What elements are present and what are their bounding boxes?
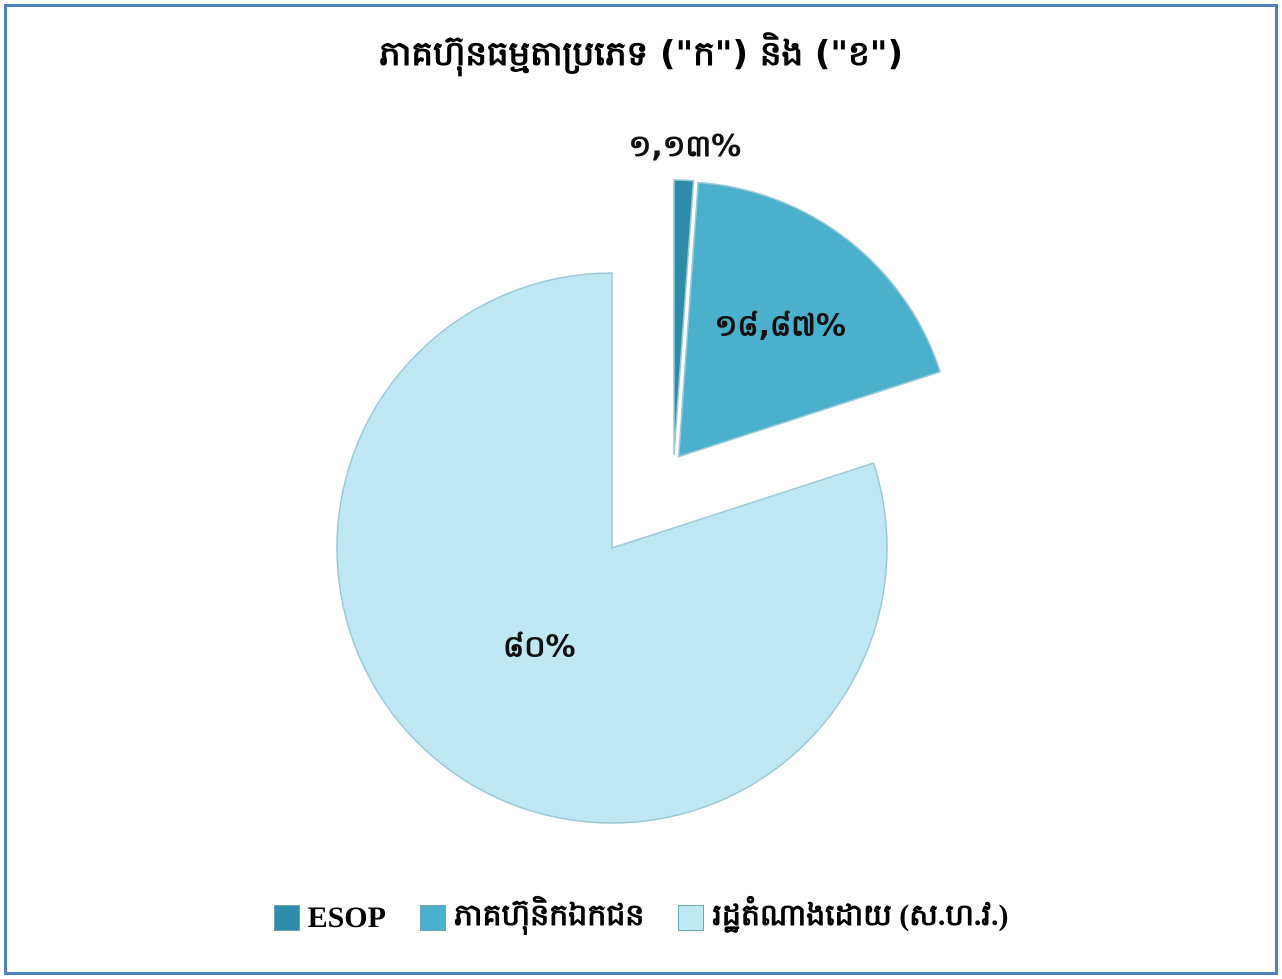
legend-swatch bbox=[273, 905, 300, 931]
data-label: ១៨,៨៧% bbox=[715, 308, 846, 343]
legend-label: រដ្ឋតំណាងដោយ (ស.ហ.វ.) bbox=[712, 899, 1009, 932]
pie-slice bbox=[677, 181, 942, 458]
pie-slice bbox=[673, 179, 695, 456]
pie-slice bbox=[336, 272, 888, 824]
data-label: ១,១៣% bbox=[629, 129, 742, 164]
legend-swatch bbox=[678, 905, 705, 931]
data-label: ៨០% bbox=[503, 630, 576, 665]
legend-item: ភាគហ៊ុនិកឯកជន bbox=[419, 896, 645, 940]
legend-item: ESOP bbox=[273, 896, 386, 940]
chart-title: ភាគហ៊ុនធម្មតាប្រភេទ ("ក") និង ("ខ") bbox=[379, 34, 903, 74]
legend: ESOP ភាគហ៊ុនិកឯកជន រដ្ឋតំណាងដោយ (ស.ហ.វ.) bbox=[0, 896, 1282, 940]
legend-label: ESOP bbox=[307, 901, 386, 934]
legend-item: រដ្ឋតំណាងដោយ (ស.ហ.វ.) bbox=[678, 896, 1008, 940]
legend-label: ភាគហ៊ុនិកឯកជន bbox=[453, 899, 645, 932]
chart-frame bbox=[4, 4, 1278, 975]
legend-swatch bbox=[419, 905, 446, 931]
